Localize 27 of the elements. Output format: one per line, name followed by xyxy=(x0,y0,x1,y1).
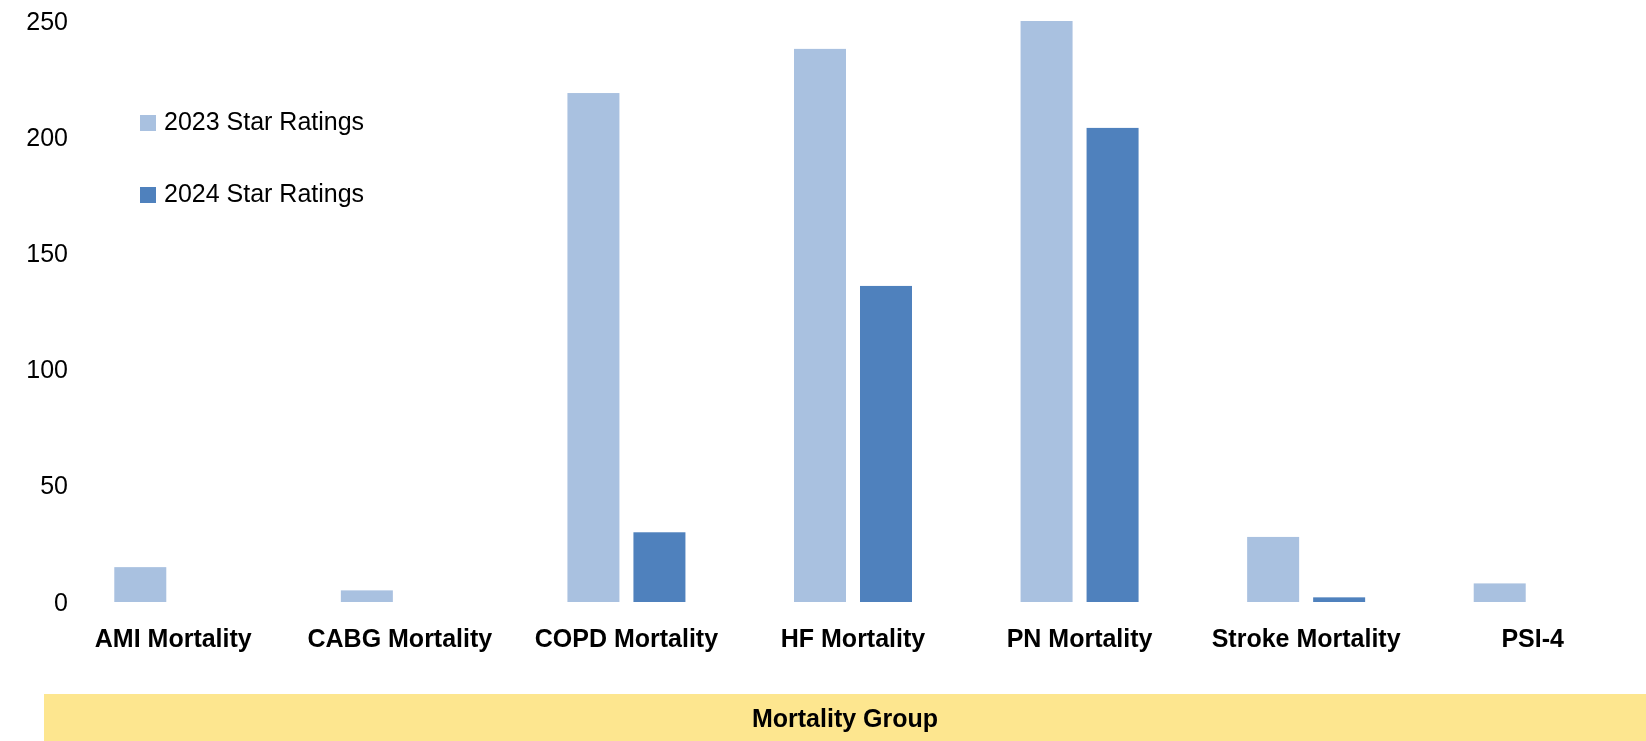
x-tick-label: AMI Mortality xyxy=(94,624,252,652)
bar xyxy=(1473,583,1526,602)
x-tick-label: HF Mortality xyxy=(780,624,926,652)
bar xyxy=(340,590,393,602)
bar xyxy=(1020,21,1073,602)
bar xyxy=(114,567,167,602)
y-tick-label: 150 xyxy=(26,238,68,267)
bar xyxy=(567,93,620,602)
bar xyxy=(1086,127,1139,602)
bar xyxy=(633,532,686,602)
y-tick-label: 0 xyxy=(54,587,68,616)
bar xyxy=(1247,536,1300,602)
legend-label: 2024 Star Ratings xyxy=(164,179,365,207)
bar xyxy=(860,285,912,602)
legend-label: 2023 Star Ratings xyxy=(164,107,365,135)
x-tick-label: PN Mortality xyxy=(1006,624,1153,652)
x-tick-label: COPD Mortality xyxy=(534,624,719,652)
y-tick-label: 100 xyxy=(26,355,68,384)
bar xyxy=(794,48,846,602)
x-tick-label: PSI-4 xyxy=(1501,624,1565,652)
y-tick-label: 50 xyxy=(40,471,68,500)
x-tick-label: Stroke Mortality xyxy=(1211,624,1401,652)
y-tick-label: 250 xyxy=(26,6,68,35)
x-axis-title: Mortality Group xyxy=(751,704,939,732)
x-tick-label: CABG Mortality xyxy=(307,624,493,652)
bar xyxy=(1313,597,1366,602)
y-tick-label: 200 xyxy=(26,122,68,151)
